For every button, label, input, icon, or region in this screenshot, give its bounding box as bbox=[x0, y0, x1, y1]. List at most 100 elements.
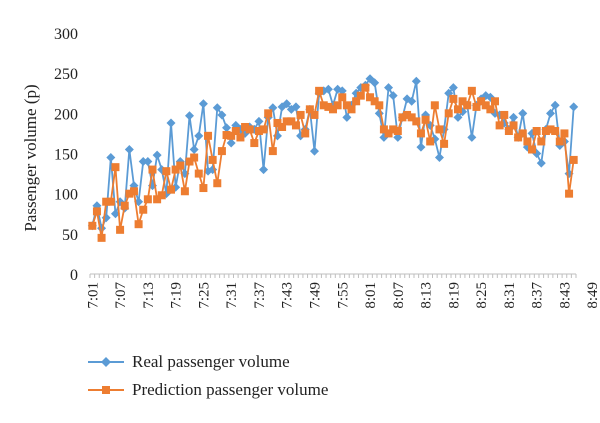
prediction-point bbox=[222, 131, 231, 140]
prediction-point bbox=[463, 101, 472, 110]
prediction-point bbox=[231, 127, 240, 136]
prediction-point bbox=[569, 155, 578, 164]
x-tick-label: 8:25 bbox=[474, 282, 490, 309]
prediction-point bbox=[250, 139, 259, 148]
prediction-point bbox=[329, 105, 337, 114]
prediction-point bbox=[472, 102, 481, 111]
prediction-point bbox=[153, 195, 162, 204]
real-point bbox=[370, 78, 380, 88]
prediction-point bbox=[514, 133, 523, 142]
y-axis: 0 50 100 150 200 250 300 bbox=[54, 26, 78, 284]
prediction-point bbox=[560, 129, 569, 138]
prediction-point bbox=[217, 147, 226, 156]
real-point bbox=[291, 102, 301, 112]
prediction-point bbox=[278, 122, 287, 131]
real-point bbox=[323, 84, 333, 94]
prediction-point bbox=[518, 129, 527, 138]
prediction-point bbox=[375, 101, 384, 110]
prediction-point bbox=[495, 121, 504, 130]
prediction-point bbox=[491, 97, 499, 106]
y-axis-label: Passenger volume (p) bbox=[21, 84, 40, 231]
real-point bbox=[453, 112, 463, 122]
real-point bbox=[143, 157, 153, 167]
prediction-point bbox=[111, 163, 120, 172]
real-point bbox=[384, 83, 394, 93]
real-point bbox=[518, 108, 528, 118]
real-point bbox=[550, 100, 560, 110]
prediction-point bbox=[296, 110, 305, 119]
prediction-point bbox=[287, 117, 296, 126]
x-tick-label: 7:01 bbox=[85, 282, 101, 309]
prediction-point bbox=[106, 197, 115, 206]
prediction-point bbox=[504, 127, 513, 136]
real-point bbox=[374, 108, 384, 118]
prediction-point bbox=[407, 113, 416, 122]
prediction-point bbox=[129, 187, 138, 196]
real-point bbox=[448, 83, 458, 93]
real-point bbox=[309, 146, 319, 156]
prediction-point bbox=[370, 97, 379, 106]
real-point bbox=[185, 111, 195, 121]
prediction-point bbox=[157, 191, 166, 200]
real-point bbox=[569, 102, 579, 112]
y-tick-label: 200 bbox=[54, 106, 78, 123]
x-tick-label: 8:07 bbox=[391, 282, 407, 309]
prediction-point bbox=[523, 137, 532, 146]
prediction-point bbox=[254, 127, 263, 136]
prediction-point bbox=[546, 125, 555, 134]
real-point bbox=[546, 108, 556, 118]
real-point bbox=[407, 96, 417, 106]
legend-swatch-prediction bbox=[88, 386, 124, 394]
prediction-point bbox=[412, 117, 421, 126]
prediction-point bbox=[273, 118, 282, 127]
real-point bbox=[152, 150, 162, 160]
prediction-point bbox=[134, 220, 143, 229]
prediction-point bbox=[356, 91, 365, 100]
prediction-point bbox=[97, 233, 106, 242]
prediction-point bbox=[213, 179, 222, 188]
prediction-point bbox=[301, 129, 310, 138]
prediction-point bbox=[486, 105, 495, 114]
prediction-point bbox=[416, 129, 425, 138]
prediction-point bbox=[245, 125, 254, 134]
real-point bbox=[467, 132, 477, 142]
real-point bbox=[434, 153, 444, 163]
prediction-point bbox=[430, 101, 439, 110]
prediction-point bbox=[361, 83, 370, 92]
prediction-point bbox=[352, 97, 361, 106]
real-point bbox=[259, 165, 269, 175]
prediction-point bbox=[167, 185, 175, 194]
prediction-point bbox=[565, 189, 574, 198]
real-point bbox=[388, 91, 398, 101]
prediction-point bbox=[92, 207, 101, 216]
prediction-point bbox=[204, 131, 213, 140]
legend-label-prediction: Prediction passenger volume bbox=[132, 380, 329, 399]
prediction-point bbox=[500, 110, 509, 119]
prediction-point bbox=[139, 205, 148, 214]
prediction-point bbox=[453, 105, 462, 114]
prediction-point bbox=[440, 139, 449, 148]
x-tick-label: 8:31 bbox=[502, 282, 518, 309]
real-point bbox=[189, 144, 199, 154]
prediction-point bbox=[333, 101, 342, 110]
prediction-point bbox=[532, 127, 541, 136]
prediction-point bbox=[319, 101, 328, 110]
prediction-point bbox=[342, 101, 351, 110]
prediction-point bbox=[116, 225, 125, 234]
prediction-point bbox=[208, 155, 217, 164]
x-tick-label: 7:49 bbox=[307, 282, 323, 309]
x-tick-label: 7:37 bbox=[252, 282, 268, 309]
prediction-point bbox=[537, 137, 546, 146]
real-point bbox=[337, 86, 347, 96]
prediction-point bbox=[199, 184, 208, 193]
prediction-point bbox=[338, 93, 347, 102]
prediction-point bbox=[403, 110, 412, 119]
prediction-point bbox=[324, 102, 333, 111]
prediction-point bbox=[541, 127, 550, 136]
y-tick-label: 300 bbox=[54, 26, 78, 43]
prediction-point bbox=[227, 131, 236, 140]
real-point bbox=[416, 142, 426, 152]
prediction-point bbox=[315, 86, 324, 95]
prediction-point bbox=[162, 167, 171, 176]
